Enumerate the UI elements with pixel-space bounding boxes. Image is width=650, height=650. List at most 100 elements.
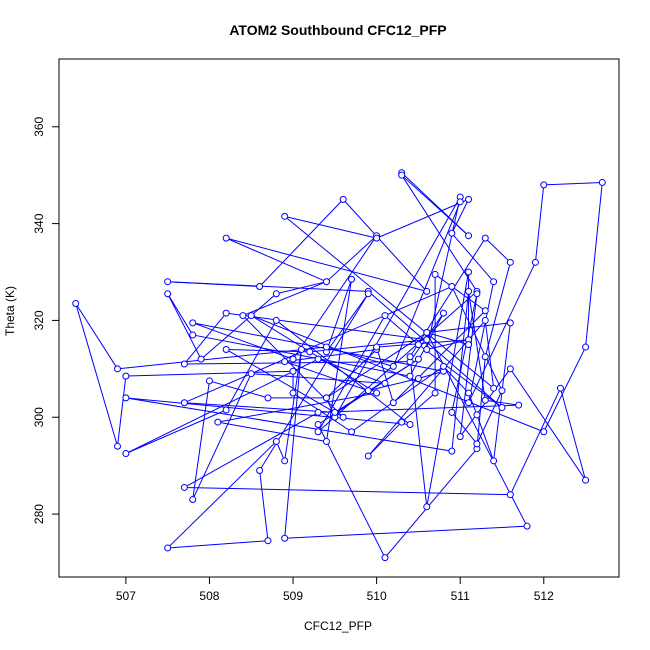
series-segment — [200, 293, 277, 360]
series-segment — [476, 356, 486, 449]
series-segment — [451, 291, 470, 452]
series-segment — [284, 215, 494, 389]
series-segment — [184, 411, 319, 488]
data-point — [481, 396, 489, 404]
data-point — [465, 287, 473, 295]
data-point — [364, 387, 372, 395]
data-point — [164, 544, 172, 552]
data-point — [465, 341, 473, 349]
series-layer — [72, 169, 606, 562]
data-point — [272, 316, 280, 324]
data-point — [448, 447, 456, 455]
series-segment — [409, 237, 486, 357]
data-point — [264, 394, 272, 402]
series-segment — [443, 366, 469, 394]
series-segment — [209, 380, 269, 399]
x-tick-label: 512 — [534, 589, 554, 603]
series-segment — [75, 303, 118, 370]
series-segment — [484, 262, 511, 357]
series-segment — [325, 279, 353, 442]
series-segment — [275, 441, 286, 462]
series-segment — [459, 293, 478, 437]
data-point — [205, 377, 213, 385]
data-point — [556, 384, 564, 392]
data-point — [322, 437, 330, 445]
data-point — [289, 367, 297, 375]
series-segment — [192, 322, 294, 360]
data-point — [389, 362, 397, 370]
data-point — [373, 343, 381, 351]
y-tick-label: 280 — [32, 504, 46, 524]
data-point — [531, 258, 539, 266]
series-segment — [418, 344, 503, 408]
data-point — [180, 360, 188, 368]
series-segment — [392, 201, 461, 367]
series-segment — [259, 199, 344, 287]
series-segment — [184, 402, 335, 413]
data-point — [281, 534, 289, 542]
data-point — [523, 522, 531, 530]
data-point — [247, 312, 255, 320]
data-point — [490, 457, 498, 465]
series-segment — [325, 279, 353, 353]
data-point — [414, 375, 422, 383]
y-tick-label: 320 — [32, 310, 46, 330]
data-point — [256, 283, 264, 291]
data-point — [222, 406, 230, 414]
data-point — [406, 372, 414, 380]
series-segment — [226, 237, 427, 292]
data-point — [423, 329, 431, 337]
data-point — [314, 408, 322, 416]
series-segment — [426, 339, 469, 350]
data-point — [180, 399, 188, 407]
series-segment — [225, 320, 277, 411]
series-segment — [485, 399, 519, 406]
series-segment — [117, 346, 327, 370]
series-segment — [534, 184, 545, 263]
series-segment — [125, 397, 452, 452]
data-point — [381, 312, 389, 320]
series-segment — [251, 373, 386, 384]
series-segment — [468, 262, 536, 403]
data-point — [414, 341, 422, 349]
data-point — [456, 433, 464, 441]
data-point — [164, 290, 172, 298]
data-point — [414, 355, 422, 363]
series-segment — [426, 332, 469, 346]
y-tick-label: 340 — [32, 213, 46, 233]
data-point — [180, 483, 188, 491]
data-point — [498, 387, 506, 395]
data-point — [582, 343, 590, 351]
data-point — [473, 411, 481, 419]
data-point — [448, 408, 456, 416]
data-point — [481, 234, 489, 242]
x-tick-label: 511 — [451, 589, 470, 603]
series-segment — [184, 361, 411, 365]
data-point — [322, 394, 330, 402]
data-point — [490, 384, 498, 392]
data-point — [72, 299, 80, 307]
data-point — [481, 353, 489, 361]
series-segment — [184, 486, 511, 496]
series-segment — [476, 390, 503, 445]
series-segment — [259, 470, 269, 541]
series-segment — [292, 392, 352, 433]
data-point — [406, 353, 414, 361]
data-point — [364, 452, 372, 460]
data-point — [322, 343, 330, 351]
data-point — [239, 312, 247, 320]
series-segment — [484, 320, 495, 389]
series-segment — [225, 349, 344, 418]
data-point — [289, 389, 297, 397]
series-segment — [125, 397, 411, 426]
series-segment — [326, 332, 428, 399]
series-segment — [284, 215, 377, 239]
data-point — [506, 319, 514, 327]
series-segment — [543, 181, 603, 186]
data-point — [281, 212, 289, 220]
series-segment — [351, 366, 444, 433]
data-point — [348, 275, 356, 283]
data-point — [465, 232, 473, 240]
series-segment — [192, 322, 444, 372]
